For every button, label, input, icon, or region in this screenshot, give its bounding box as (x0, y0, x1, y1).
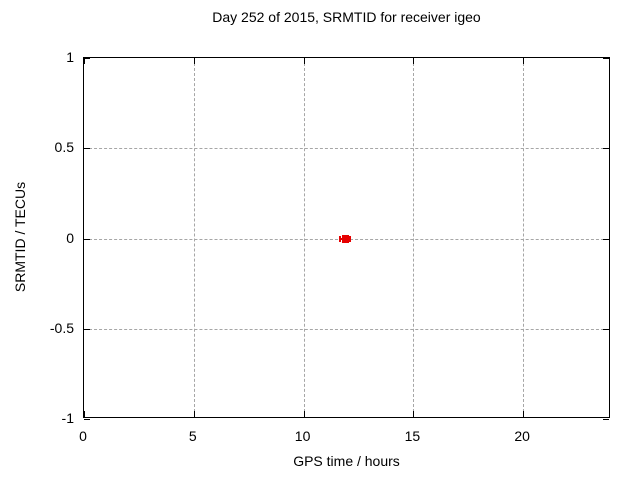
x-tick-label: 0 (79, 428, 87, 444)
x-tick-label: 15 (404, 428, 421, 444)
x-axis-label: GPS time / hours (293, 453, 400, 469)
gridline-vertical (193, 58, 195, 417)
x-tick-label: 10 (294, 428, 311, 444)
y-tick-label: 0 (66, 229, 74, 246)
tick-mark-right (603, 148, 609, 150)
tick-mark-left (84, 148, 90, 150)
tick-mark-left (84, 58, 90, 59)
tick-mark-right (603, 238, 609, 240)
error-bar-cap-right (349, 235, 352, 242)
y-tick-label: 0.5 (54, 139, 74, 156)
y-tick-label: -0.5 (49, 319, 74, 336)
x-tick-label: 5 (188, 428, 197, 444)
tick-mark-left (84, 419, 90, 420)
tick-mark-bottom (413, 411, 415, 417)
gridline-vertical (303, 58, 305, 417)
tick-mark-right (603, 419, 609, 420)
x-tick-label: 20 (514, 428, 530, 444)
gridline-horizontal (84, 148, 609, 150)
tick-mark-right (603, 328, 609, 330)
y-tick-label: 1 (66, 49, 74, 65)
gridline-horizontal (84, 328, 609, 330)
tick-mark-bottom (193, 411, 195, 417)
tick-mark-right (603, 58, 609, 59)
tick-mark-bottom (523, 411, 525, 417)
tick-mark-top (413, 58, 415, 64)
point-square (342, 234, 350, 243)
tick-mark-top (193, 58, 195, 64)
error-bar-cap-left (339, 235, 342, 242)
tick-mark-bottom (303, 411, 305, 417)
y-tick-label: -1 (61, 410, 74, 426)
gridline-vertical (413, 58, 415, 417)
chart-title: Day 252 of 2015, SRMTID for receiver ige… (212, 9, 481, 25)
tick-mark-top (523, 58, 525, 64)
tick-mark-bottom (84, 411, 85, 417)
plot-area (83, 57, 610, 420)
gridline-vertical (523, 58, 525, 417)
tick-mark-top (303, 58, 305, 64)
tick-mark-left (84, 238, 90, 240)
tick-mark-top (84, 58, 85, 64)
tick-mark-left (84, 328, 90, 330)
